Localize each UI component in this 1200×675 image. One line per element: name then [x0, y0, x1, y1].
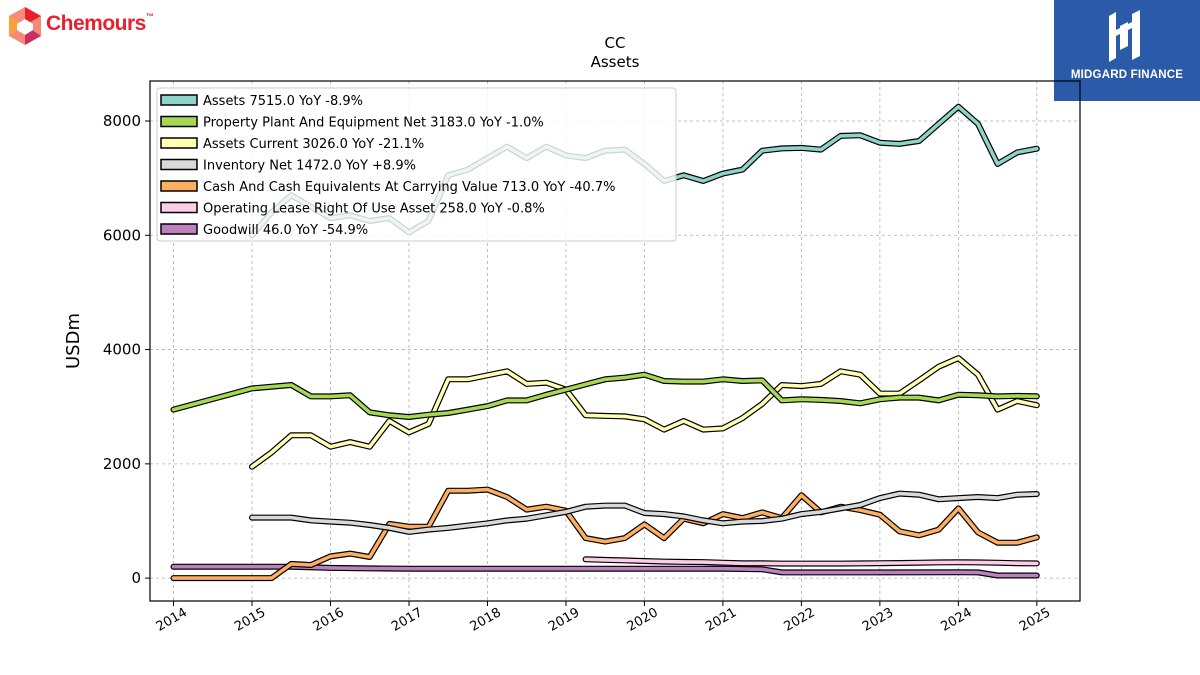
y-tick-label: 8000 — [103, 112, 141, 130]
legend-entry: Goodwill 46.0 YoY -54.9% — [203, 223, 368, 238]
legend-entry: Inventory Net 1472.0 YoY +8.9% — [203, 159, 416, 174]
x-tick-label: 2020 — [625, 605, 661, 635]
series-stroke — [250, 356, 1039, 469]
x-tick-label: 2023 — [860, 605, 896, 635]
y-tick-label: 2000 — [103, 455, 141, 473]
series-line-1 — [170, 371, 1040, 420]
y-tick-label: 6000 — [103, 226, 141, 244]
series-line-3 — [249, 490, 1040, 535]
y-axis-label: USDm — [63, 313, 84, 369]
plot-frame — [149, 80, 1081, 602]
midgard-logo-text: MIDGARD FINANCE — [1070, 69, 1184, 81]
series-line-2 — [249, 355, 1040, 470]
chemours-logo-text: Chemours — [46, 12, 146, 35]
y-axis-ticks: 0 2000 4000 6000 8000 — [103, 112, 150, 587]
legend-swatch — [160, 201, 198, 214]
series-stroke — [250, 491, 1039, 534]
chemours-logo: Chemours™ — [6, 6, 166, 48]
x-tick-label: 2024 — [939, 605, 975, 635]
legend-swatch — [160, 137, 198, 149]
series-line-6 — [170, 563, 1040, 579]
series-stroke — [171, 487, 1039, 580]
midgard-finance-logo: MIDGARD FINANCE — [1054, 0, 1200, 101]
legend-swatch — [160, 94, 198, 106]
legend-entry: Property Plant And Equipment Net 3183.0 … — [203, 116, 544, 131]
x-tick-label: 2016 — [311, 605, 347, 635]
y-tick-label: 4000 — [103, 341, 141, 359]
legend-entry: Operating Lease Right Of Use Asset 258.0… — [203, 202, 545, 217]
series-stroke — [583, 557, 1039, 566]
legend-entry: Assets 7515.0 YoY -8.9% — [203, 94, 363, 109]
chemours-hexagon-icon — [9, 7, 41, 45]
x-tick-label: 2022 — [782, 605, 818, 635]
legend-box — [156, 87, 677, 242]
legend-entry: Assets Current 3026.0 YoY -21.1% — [203, 137, 424, 152]
x-tick-label: 2014 — [154, 605, 190, 635]
x-axis-ticks: 2014 2015 2016 2017 2018 2019 2020 2021 2022 2023… — [154, 601, 1053, 635]
legend: Assets 7515.0 YoY -8.9% Property Plant An… — [156, 87, 677, 242]
chart-subtitle: Assets — [591, 53, 640, 71]
x-tick-label: 2018 — [468, 605, 504, 635]
x-tick-label: 2015 — [232, 605, 268, 635]
x-tick-label: 2019 — [546, 605, 582, 635]
x-tick-label: 2017 — [389, 605, 425, 635]
legend-swatch — [160, 158, 198, 171]
y-tick-label: 0 — [131, 569, 141, 587]
series-line-5 — [582, 556, 1040, 567]
midgard-emblem-icon — [1109, 10, 1140, 62]
chart-title: CC — [605, 34, 626, 52]
series-stroke — [171, 372, 1039, 419]
legend-entry: Cash And Cash Equivalents At Carrying Va… — [203, 180, 615, 195]
x-tick-label: 2021 — [703, 605, 739, 635]
legend-swatch — [160, 180, 198, 192]
legend-swatch — [160, 115, 198, 128]
chemours-trademark: ™ — [145, 12, 154, 21]
series-line-4 — [170, 486, 1040, 582]
legend-swatch — [160, 223, 198, 235]
series-stroke — [171, 564, 1039, 578]
x-tick-label: 2025 — [1017, 605, 1053, 635]
